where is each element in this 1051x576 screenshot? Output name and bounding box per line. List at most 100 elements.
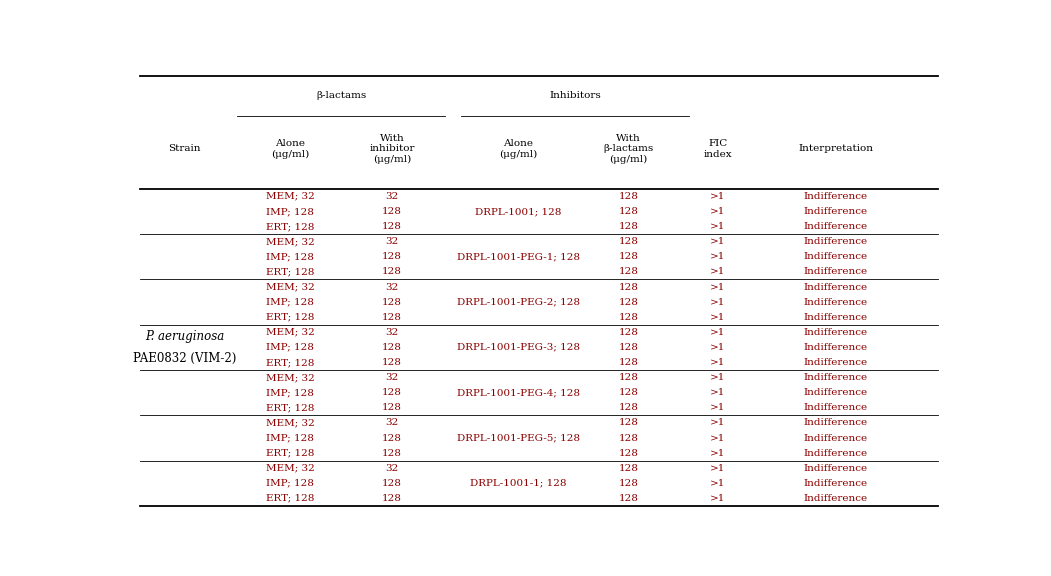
Text: IMP; 128: IMP; 128 bbox=[266, 343, 314, 352]
Text: >1: >1 bbox=[710, 328, 725, 337]
Text: ERT; 128: ERT; 128 bbox=[266, 313, 314, 322]
Text: ERT; 128: ERT; 128 bbox=[266, 494, 314, 503]
Text: MEM; 32: MEM; 32 bbox=[266, 373, 314, 382]
Text: 128: 128 bbox=[383, 403, 401, 412]
Text: ERT; 128: ERT; 128 bbox=[266, 222, 314, 231]
Text: IMP; 128: IMP; 128 bbox=[266, 298, 314, 306]
Text: DRPL-1001-PEG-1; 128: DRPL-1001-PEG-1; 128 bbox=[457, 252, 580, 262]
Text: 128: 128 bbox=[383, 222, 401, 231]
Text: DRPL-1001-PEG-3; 128: DRPL-1001-PEG-3; 128 bbox=[457, 343, 580, 352]
Text: >1: >1 bbox=[710, 358, 725, 367]
Text: MEM; 32: MEM; 32 bbox=[266, 237, 314, 246]
Text: >1: >1 bbox=[710, 388, 725, 397]
Text: 128: 128 bbox=[618, 449, 638, 458]
Text: Indifference: Indifference bbox=[804, 494, 868, 503]
Text: 32: 32 bbox=[386, 328, 398, 337]
Text: >1: >1 bbox=[710, 494, 725, 503]
Text: 128: 128 bbox=[618, 343, 638, 352]
Text: 128: 128 bbox=[383, 479, 401, 488]
Text: Indifference: Indifference bbox=[804, 267, 868, 276]
Text: 128: 128 bbox=[383, 267, 401, 276]
Text: Indifference: Indifference bbox=[804, 388, 868, 397]
Text: 128: 128 bbox=[618, 252, 638, 262]
Text: >1: >1 bbox=[710, 282, 725, 291]
Text: IMP; 128: IMP; 128 bbox=[266, 479, 314, 488]
Text: IMP; 128: IMP; 128 bbox=[266, 434, 314, 442]
Text: 128: 128 bbox=[383, 494, 401, 503]
Text: MEM; 32: MEM; 32 bbox=[266, 328, 314, 337]
Text: Indifference: Indifference bbox=[804, 403, 868, 412]
Text: 128: 128 bbox=[618, 222, 638, 231]
Text: 32: 32 bbox=[386, 418, 398, 427]
Text: ERT; 128: ERT; 128 bbox=[266, 403, 314, 412]
Text: With
inhibitor
(μg/ml): With inhibitor (μg/ml) bbox=[369, 134, 415, 164]
Text: >1: >1 bbox=[710, 449, 725, 458]
Text: 128: 128 bbox=[383, 343, 401, 352]
Text: ERT; 128: ERT; 128 bbox=[266, 358, 314, 367]
Text: MEM; 32: MEM; 32 bbox=[266, 192, 314, 201]
Text: 128: 128 bbox=[618, 207, 638, 216]
Text: With
β-lactams
(μg/ml): With β-lactams (μg/ml) bbox=[603, 134, 654, 164]
Text: 32: 32 bbox=[386, 464, 398, 473]
Text: Indifference: Indifference bbox=[804, 464, 868, 473]
Text: Strain: Strain bbox=[168, 145, 201, 153]
Text: Indifference: Indifference bbox=[804, 373, 868, 382]
Text: DRPL-1001-PEG-4; 128: DRPL-1001-PEG-4; 128 bbox=[457, 388, 580, 397]
Text: 32: 32 bbox=[386, 192, 398, 201]
Text: >1: >1 bbox=[710, 252, 725, 262]
Text: 128: 128 bbox=[618, 388, 638, 397]
Text: 128: 128 bbox=[618, 328, 638, 337]
Text: 32: 32 bbox=[386, 373, 398, 382]
Text: >1: >1 bbox=[710, 313, 725, 322]
Text: 128: 128 bbox=[618, 237, 638, 246]
Text: IMP; 128: IMP; 128 bbox=[266, 207, 314, 216]
Text: >1: >1 bbox=[710, 434, 725, 442]
Text: >1: >1 bbox=[710, 267, 725, 276]
Text: DRPL-1001-1; 128: DRPL-1001-1; 128 bbox=[470, 479, 566, 488]
Text: Indifference: Indifference bbox=[804, 343, 868, 352]
Text: FIC
index: FIC index bbox=[703, 139, 733, 158]
Text: >1: >1 bbox=[710, 222, 725, 231]
Text: 128: 128 bbox=[383, 252, 401, 262]
Text: IMP; 128: IMP; 128 bbox=[266, 252, 314, 262]
Text: 32: 32 bbox=[386, 237, 398, 246]
Text: 128: 128 bbox=[618, 464, 638, 473]
Text: 128: 128 bbox=[618, 479, 638, 488]
Text: DRPL-1001-PEG-5; 128: DRPL-1001-PEG-5; 128 bbox=[457, 434, 580, 442]
Text: β-lactams: β-lactams bbox=[316, 91, 366, 100]
Text: 128: 128 bbox=[618, 434, 638, 442]
Text: >1: >1 bbox=[710, 298, 725, 306]
Text: MEM; 32: MEM; 32 bbox=[266, 282, 314, 291]
Text: Indifference: Indifference bbox=[804, 418, 868, 427]
Text: Alone
(μg/ml): Alone (μg/ml) bbox=[499, 139, 537, 159]
Text: 128: 128 bbox=[383, 358, 401, 367]
Text: 128: 128 bbox=[618, 267, 638, 276]
Text: Indifference: Indifference bbox=[804, 207, 868, 216]
Text: Indifference: Indifference bbox=[804, 328, 868, 337]
Text: >1: >1 bbox=[710, 373, 725, 382]
Text: Indifference: Indifference bbox=[804, 358, 868, 367]
Text: 128: 128 bbox=[618, 192, 638, 201]
Text: Inhibitors: Inhibitors bbox=[550, 91, 601, 100]
Text: 128: 128 bbox=[618, 418, 638, 427]
Text: >1: >1 bbox=[710, 418, 725, 427]
Text: >1: >1 bbox=[710, 403, 725, 412]
Text: 128: 128 bbox=[383, 388, 401, 397]
Text: P. aeruginosa: P. aeruginosa bbox=[145, 330, 224, 343]
Text: 128: 128 bbox=[383, 449, 401, 458]
Text: DRPL-1001-PEG-2; 128: DRPL-1001-PEG-2; 128 bbox=[457, 298, 580, 306]
Text: Indifference: Indifference bbox=[804, 449, 868, 458]
Text: ERT; 128: ERT; 128 bbox=[266, 449, 314, 458]
Text: Interpretation: Interpretation bbox=[799, 145, 873, 153]
Text: 128: 128 bbox=[618, 358, 638, 367]
Text: 128: 128 bbox=[383, 298, 401, 306]
Text: Indifference: Indifference bbox=[804, 479, 868, 488]
Text: 128: 128 bbox=[618, 494, 638, 503]
Text: Indifference: Indifference bbox=[804, 252, 868, 262]
Text: MEM; 32: MEM; 32 bbox=[266, 464, 314, 473]
Text: >1: >1 bbox=[710, 237, 725, 246]
Text: Indifference: Indifference bbox=[804, 313, 868, 322]
Text: Indifference: Indifference bbox=[804, 237, 868, 246]
Text: 128: 128 bbox=[618, 282, 638, 291]
Text: 128: 128 bbox=[618, 373, 638, 382]
